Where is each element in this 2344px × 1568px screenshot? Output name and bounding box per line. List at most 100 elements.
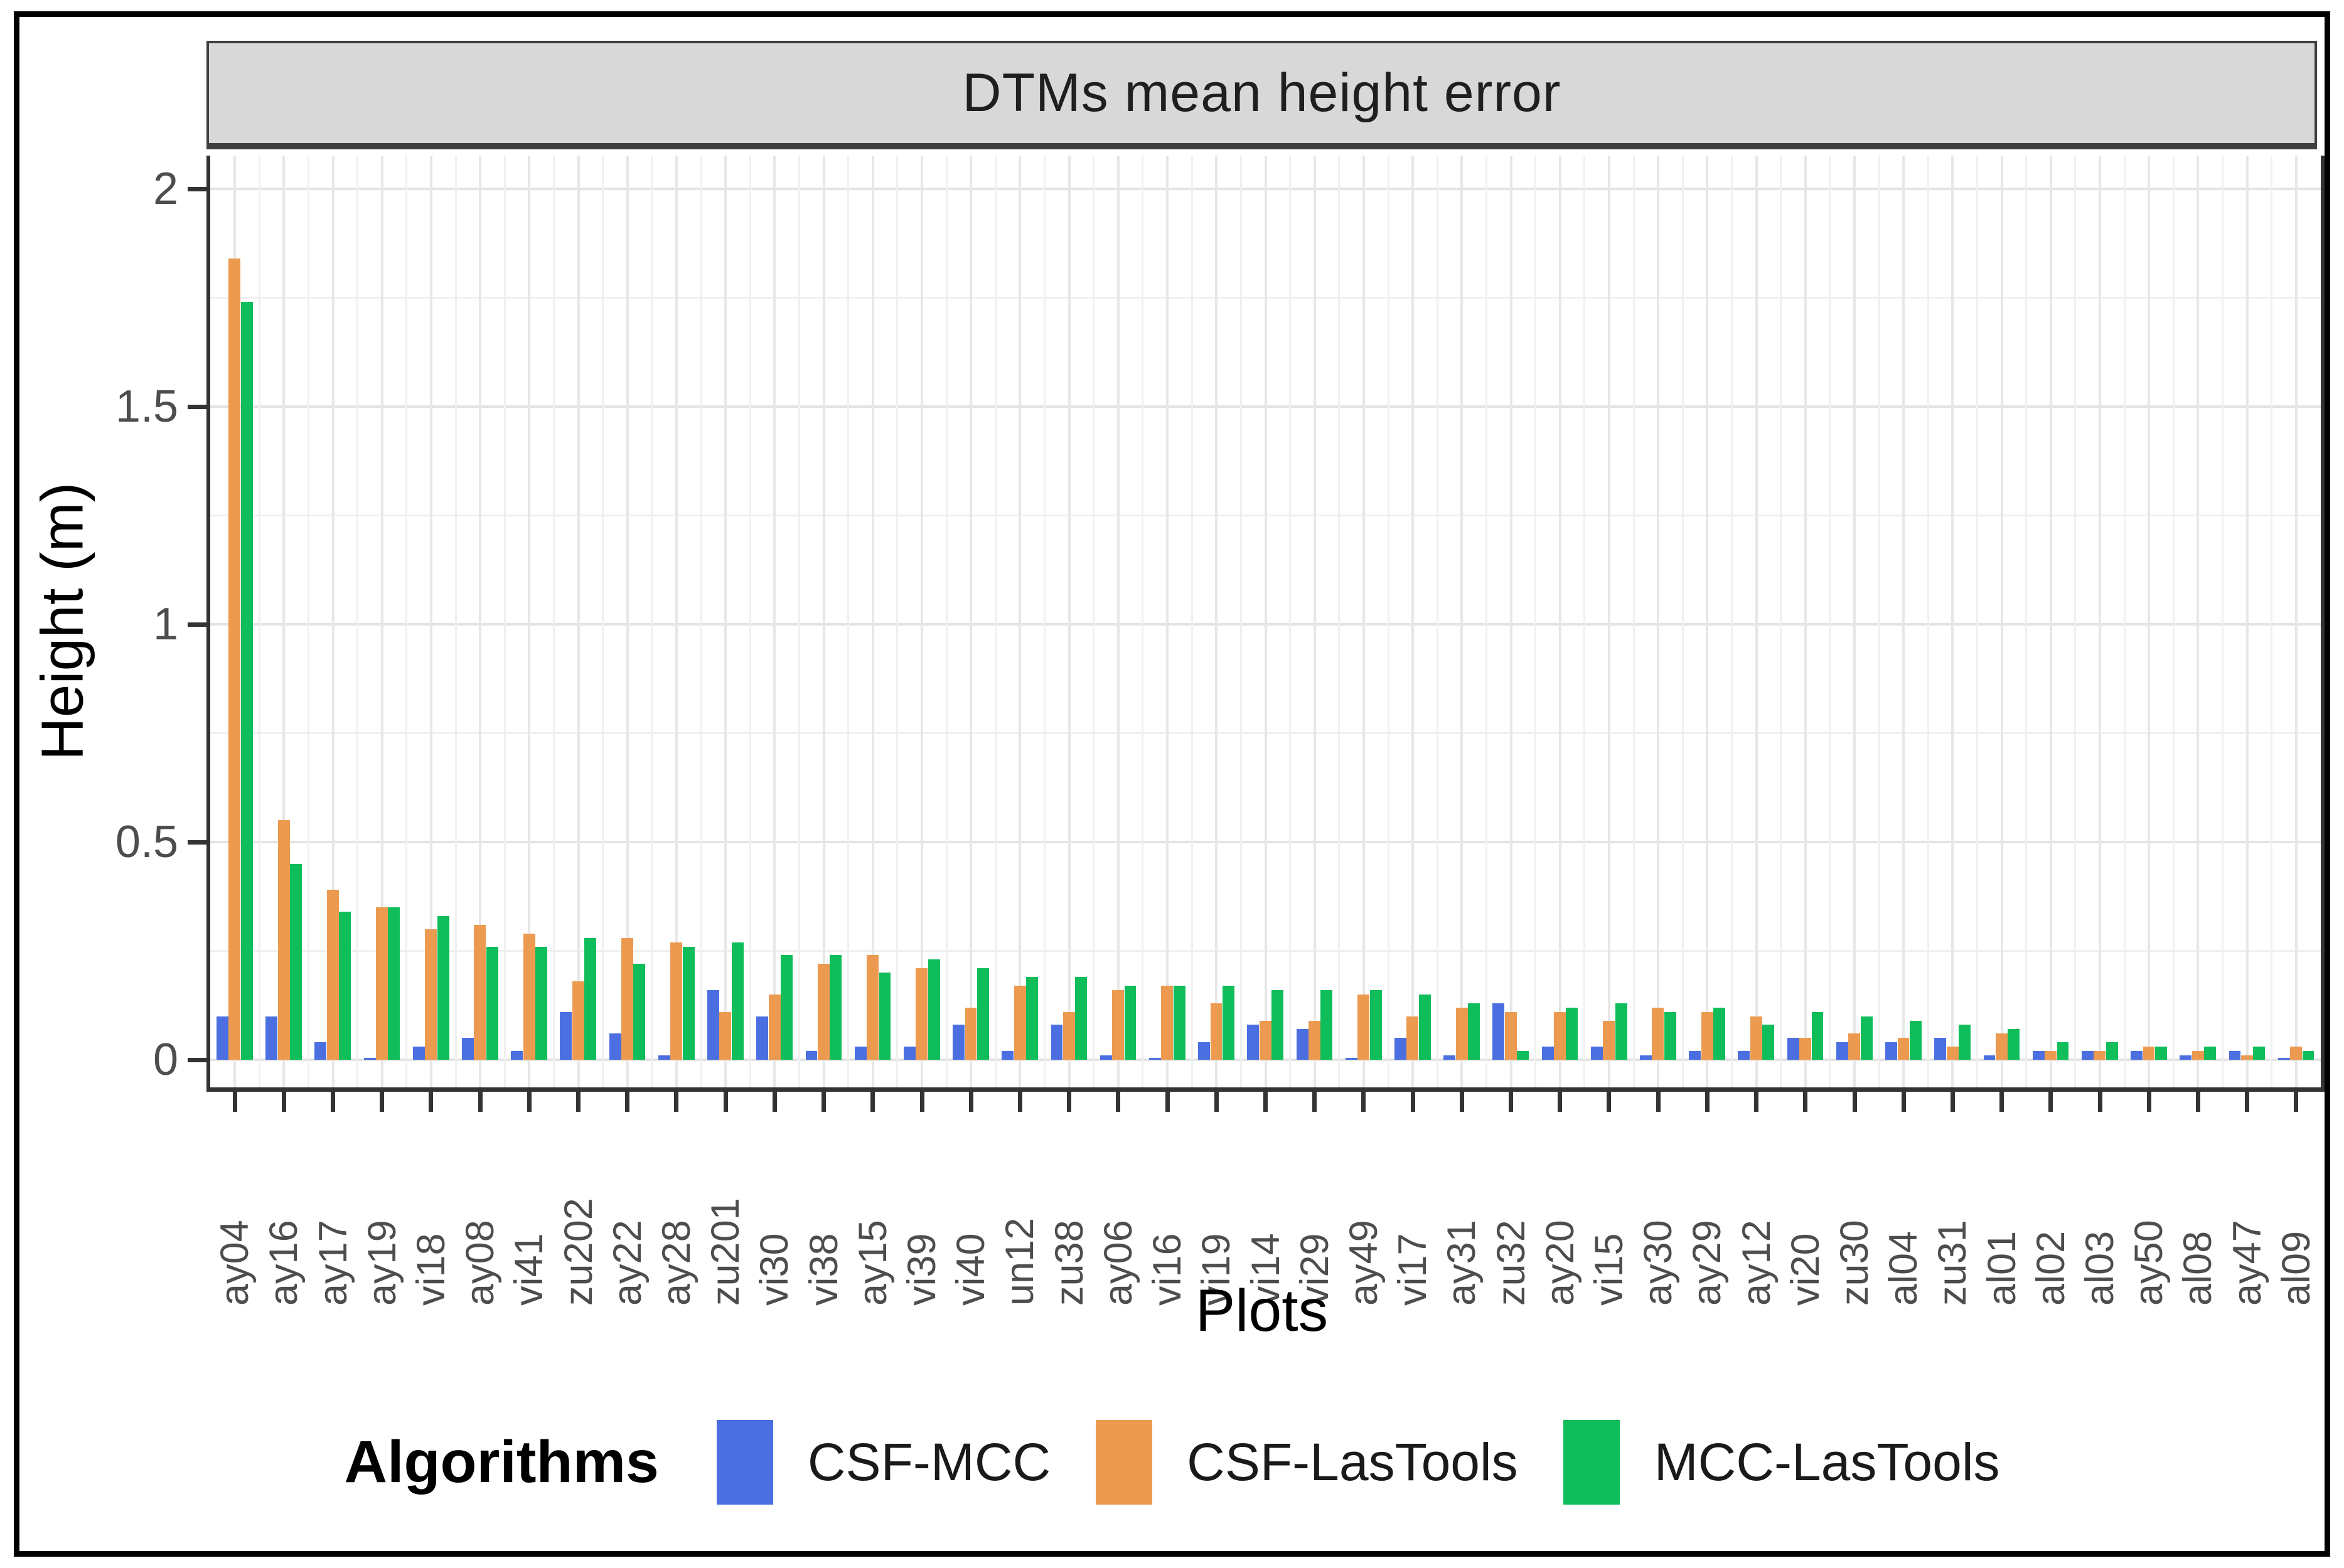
bar-mcc-lastools-ay04 — [240, 302, 253, 1060]
x-tick — [1607, 1092, 1612, 1112]
legend-label-csf-lastools: CSF-LasTools — [1187, 1432, 1518, 1491]
major-gridline — [1657, 156, 1660, 1087]
bar-csf-mcc-ay08 — [462, 1038, 474, 1060]
x-axis-title: Plots — [1195, 1277, 1329, 1344]
bar-mcc-lastools-ay28 — [682, 946, 695, 1060]
bar-mcc-lastools-zu38 — [1075, 977, 1088, 1060]
x-tick — [2195, 1092, 2200, 1112]
major-gridline — [479, 156, 482, 1087]
major-gridline — [2099, 156, 2102, 1087]
bar-csf-lastools-ay47 — [2240, 1055, 2253, 1060]
major-gridline — [2049, 156, 2052, 1087]
x-tick — [870, 1092, 875, 1112]
bar-mcc-lastools-al08 — [2204, 1047, 2217, 1060]
bar-csf-lastools-ay29 — [1701, 1011, 1713, 1060]
major-gridline — [773, 156, 776, 1087]
bar-mcc-lastools-ay08 — [486, 946, 498, 1060]
x-tick — [2294, 1092, 2299, 1112]
major-gridline — [1019, 156, 1022, 1087]
major-gridline — [921, 156, 924, 1087]
y-tick — [188, 840, 206, 845]
bar-csf-lastools-al03 — [2094, 1051, 2106, 1060]
bar-csf-lastools-vi39 — [916, 968, 928, 1060]
x-tick — [1754, 1092, 1759, 1112]
x-tick — [1999, 1092, 2004, 1112]
bar-csf-lastools-vi38 — [817, 964, 830, 1060]
bar-csf-lastools-ay17 — [326, 890, 339, 1060]
bar-csf-lastools-vi29 — [1308, 1020, 1320, 1060]
x-tick — [1656, 1092, 1661, 1112]
bar-mcc-lastools-ay50 — [2154, 1047, 2167, 1060]
minor-gridline — [1436, 156, 1438, 1087]
bar-csf-mcc-ay30 — [1640, 1055, 1652, 1060]
bar-mcc-lastools-zu201 — [731, 942, 744, 1060]
y-tick — [188, 405, 206, 409]
bar-csf-lastools-un12 — [1014, 986, 1026, 1060]
x-tick — [1803, 1092, 1808, 1112]
y-tick-label: 2 — [153, 164, 178, 214]
x-tick — [919, 1092, 924, 1112]
legend-label-csf-mcc: CSF-MCC — [807, 1432, 1051, 1491]
bar-csf-mcc-un12 — [1002, 1051, 1014, 1060]
bar-csf-lastools-ay19 — [376, 907, 388, 1060]
bar-csf-mcc-vi30 — [756, 1016, 769, 1060]
x-tick — [2048, 1092, 2053, 1112]
bar-csf-lastools-ay06 — [1112, 989, 1125, 1060]
figure-border — [14, 11, 2330, 1557]
bar-csf-lastools-zu32 — [1504, 1011, 1517, 1060]
major-gridline — [282, 156, 286, 1087]
minor-gridline — [1044, 156, 1046, 1087]
bar-csf-mcc-vi29 — [1296, 1029, 1308, 1060]
bar-mcc-lastools-ay06 — [1124, 986, 1137, 1060]
bar-mcc-lastools-ay31 — [1468, 1003, 1480, 1060]
bar-mcc-lastools-un12 — [1026, 977, 1039, 1060]
minor-gridline — [651, 156, 653, 1087]
x-tick — [1067, 1092, 1072, 1112]
bar-mcc-lastools-ay29 — [1713, 1007, 1725, 1060]
major-gridline — [1607, 156, 1610, 1087]
bar-csf-lastools-vi20 — [1799, 1038, 1811, 1060]
minor-gridline — [1239, 156, 1242, 1087]
major-gridline — [1509, 156, 1512, 1087]
minor-gridline — [1829, 156, 1831, 1087]
bar-csf-lastools-vi16 — [1161, 986, 1174, 1060]
bar-csf-mcc-ay04 — [217, 1016, 228, 1060]
major-gridline — [724, 156, 727, 1087]
x-tick — [281, 1092, 286, 1112]
bar-csf-mcc-ay22 — [609, 1033, 621, 1060]
bar-csf-lastools-zu38 — [1062, 1011, 1075, 1060]
bar-csf-lastools-ay50 — [2143, 1047, 2155, 1060]
major-gridline — [1264, 156, 1267, 1087]
x-tick — [1410, 1092, 1415, 1112]
x-tick — [331, 1092, 336, 1112]
y-tick-label: 0 — [153, 1035, 178, 1085]
bar-mcc-lastools-ay30 — [1664, 1011, 1676, 1060]
x-tick — [429, 1092, 434, 1112]
major-gridline — [380, 156, 383, 1087]
bar-csf-lastools-ay15 — [867, 955, 879, 1060]
bar-csf-mcc-ay20 — [1541, 1047, 1554, 1060]
bar-mcc-lastools-vi38 — [830, 955, 842, 1060]
bar-csf-lastools-al01 — [1995, 1033, 2008, 1060]
x-tick — [1704, 1092, 1710, 1112]
minor-gridline — [2172, 156, 2175, 1087]
major-gridline — [2245, 156, 2249, 1087]
minor-gridline — [2123, 156, 2126, 1087]
bar-csf-mcc-ay12 — [1738, 1051, 1750, 1060]
minor-gridline — [1534, 156, 1537, 1087]
legend-swatch-mcc-lastools — [1563, 1419, 1620, 1505]
bar-mcc-lastools-vi19 — [1222, 986, 1234, 1060]
bar-csf-lastools-vi41 — [523, 933, 535, 1060]
bar-csf-mcc-vi41 — [511, 1051, 523, 1060]
bar-csf-mcc-vi39 — [903, 1047, 916, 1060]
major-gridline — [429, 156, 432, 1087]
bar-csf-mcc-al04 — [1885, 1042, 1898, 1060]
minor-gridline — [896, 156, 899, 1087]
y-tick — [188, 1058, 206, 1062]
bar-csf-mcc-vi20 — [1787, 1038, 1799, 1060]
bar-csf-lastools-ay49 — [1357, 994, 1370, 1060]
bar-csf-mcc-ay28 — [658, 1055, 670, 1060]
bar-csf-mcc-ay50 — [2131, 1051, 2143, 1060]
plot-panel — [206, 156, 2325, 1092]
minor-gridline — [2025, 156, 2028, 1087]
